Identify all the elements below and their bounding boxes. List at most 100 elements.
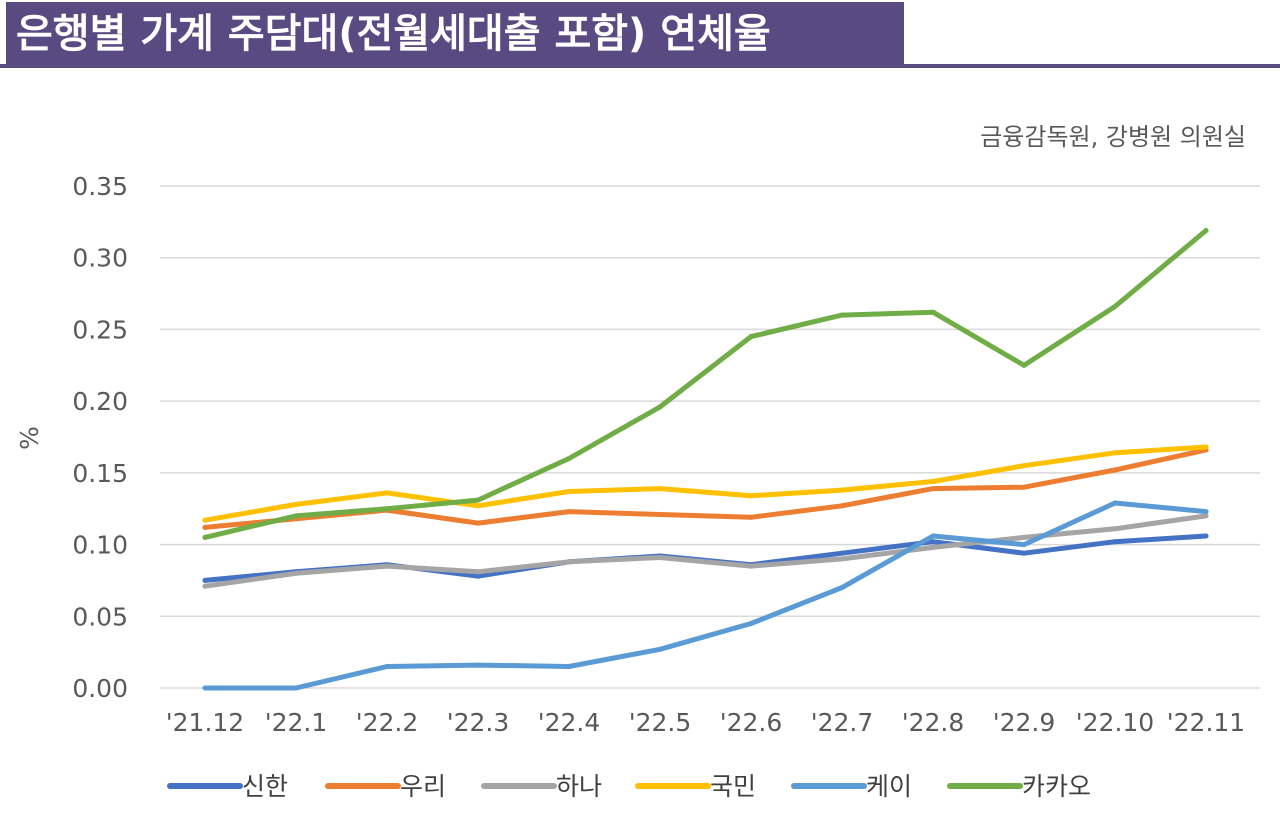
series-line-3 [202, 444, 1209, 523]
legend: 신한 우리 하나 국민 케이 카카오 [167, 772, 1091, 801]
legend-label: 하나 [556, 772, 602, 801]
gridlines [160, 185, 1260, 689]
data-point [475, 662, 481, 668]
series-lines [202, 228, 1209, 691]
chart-title: 은행별 가계 주담대(전월세대출 포함) 연체율 [6, 2, 904, 66]
data-point [839, 503, 845, 509]
data-point [839, 550, 845, 556]
x-tick-label: '22.6 [720, 708, 783, 737]
data-point [566, 456, 572, 461]
data-point [930, 533, 936, 539]
y-tick-label: 0.35 [72, 172, 128, 201]
x-tick-label: '22.1 [265, 708, 328, 737]
legend-label: 국민 [710, 772, 756, 801]
data-point [839, 585, 845, 591]
data-point [1021, 550, 1027, 556]
data-point [1112, 450, 1118, 456]
data-point [202, 577, 208, 583]
legend-label: 카카오 [1022, 772, 1091, 801]
x-tick-label: '22.8 [902, 708, 965, 737]
data-point [1021, 463, 1027, 469]
data-point [293, 685, 299, 691]
series-line-4 [202, 500, 1209, 691]
data-point [384, 506, 390, 512]
data-point [384, 664, 390, 669]
x-tick-label: '22.3 [447, 708, 510, 737]
data-point [748, 514, 754, 520]
data-point [384, 490, 390, 496]
data-point [657, 404, 663, 410]
data-point [475, 497, 481, 503]
data-point [748, 493, 754, 499]
data-point [657, 555, 663, 560]
data-point [566, 489, 572, 494]
data-point [202, 685, 208, 691]
data-point [566, 509, 572, 515]
data-point [202, 517, 208, 523]
y-tick-label: 0.00 [72, 674, 128, 703]
y-tick-label: 0.30 [72, 244, 128, 273]
data-point [293, 570, 299, 576]
data-point [1203, 228, 1209, 233]
data-point [1021, 534, 1027, 540]
source-note: 금융감독원, 강병원 의원실 [980, 123, 1246, 151]
data-point [748, 334, 754, 340]
data-point [475, 573, 481, 579]
y-axis-label: % [15, 426, 44, 450]
data-point [748, 563, 754, 569]
data-point [202, 583, 208, 589]
data-point [1112, 500, 1118, 506]
data-point [293, 513, 299, 519]
data-point [657, 486, 663, 492]
y-tick-label: 0.05 [72, 602, 128, 631]
data-point [202, 524, 208, 530]
data-point [1112, 539, 1118, 545]
data-point [839, 556, 845, 562]
data-point [930, 544, 936, 550]
data-point [1203, 533, 1209, 539]
x-tick-labels: '21.12 '22.1 '22.2 '22.3 '22.4 '22.5 '22.6 '22.… [166, 708, 1245, 737]
data-point [930, 486, 936, 492]
data-point [1112, 304, 1118, 309]
y-tick-label: 0.20 [72, 387, 128, 416]
x-tick-label: '22.2 [356, 708, 419, 737]
data-point [475, 569, 481, 575]
legend-label: 케이 [866, 772, 912, 801]
data-point [566, 664, 572, 669]
data-point [1203, 509, 1209, 515]
title-rule [0, 64, 1280, 68]
data-point [293, 501, 299, 507]
data-point [839, 487, 845, 493]
x-tick-label: '22.11 [1167, 708, 1245, 737]
data-point [1021, 542, 1027, 548]
x-tick-label: '22.5 [629, 708, 692, 737]
data-point [839, 312, 845, 318]
data-point [1203, 444, 1209, 450]
data-point [657, 512, 663, 517]
x-tick-label: '22.4 [538, 708, 601, 737]
data-point [384, 563, 390, 569]
x-tick-label: '22.7 [811, 708, 874, 737]
data-point [657, 646, 663, 652]
y-tick-label: 0.25 [72, 315, 128, 344]
x-tick-label: '22.10 [1076, 708, 1154, 737]
data-point [930, 479, 936, 484]
series-line-0 [202, 533, 1209, 583]
data-point [1112, 467, 1118, 473]
x-tick-label: '22.9 [993, 708, 1056, 737]
data-point [1203, 513, 1209, 519]
data-point [930, 539, 936, 545]
data-point [566, 559, 572, 565]
series-line-5 [202, 228, 1209, 540]
data-point [475, 520, 481, 526]
data-point [475, 503, 481, 509]
data-point [748, 621, 754, 626]
data-point [930, 309, 936, 315]
data-point [1021, 484, 1027, 490]
y-tick-labels: 0.00 0.05 0.10 0.15 0.20 0.25 0.30 0.35 [72, 172, 128, 703]
legend-label: 우리 [400, 772, 446, 801]
x-tick-label: '21.12 [166, 708, 244, 737]
data-point [1021, 362, 1027, 368]
y-tick-label: 0.15 [72, 459, 128, 488]
